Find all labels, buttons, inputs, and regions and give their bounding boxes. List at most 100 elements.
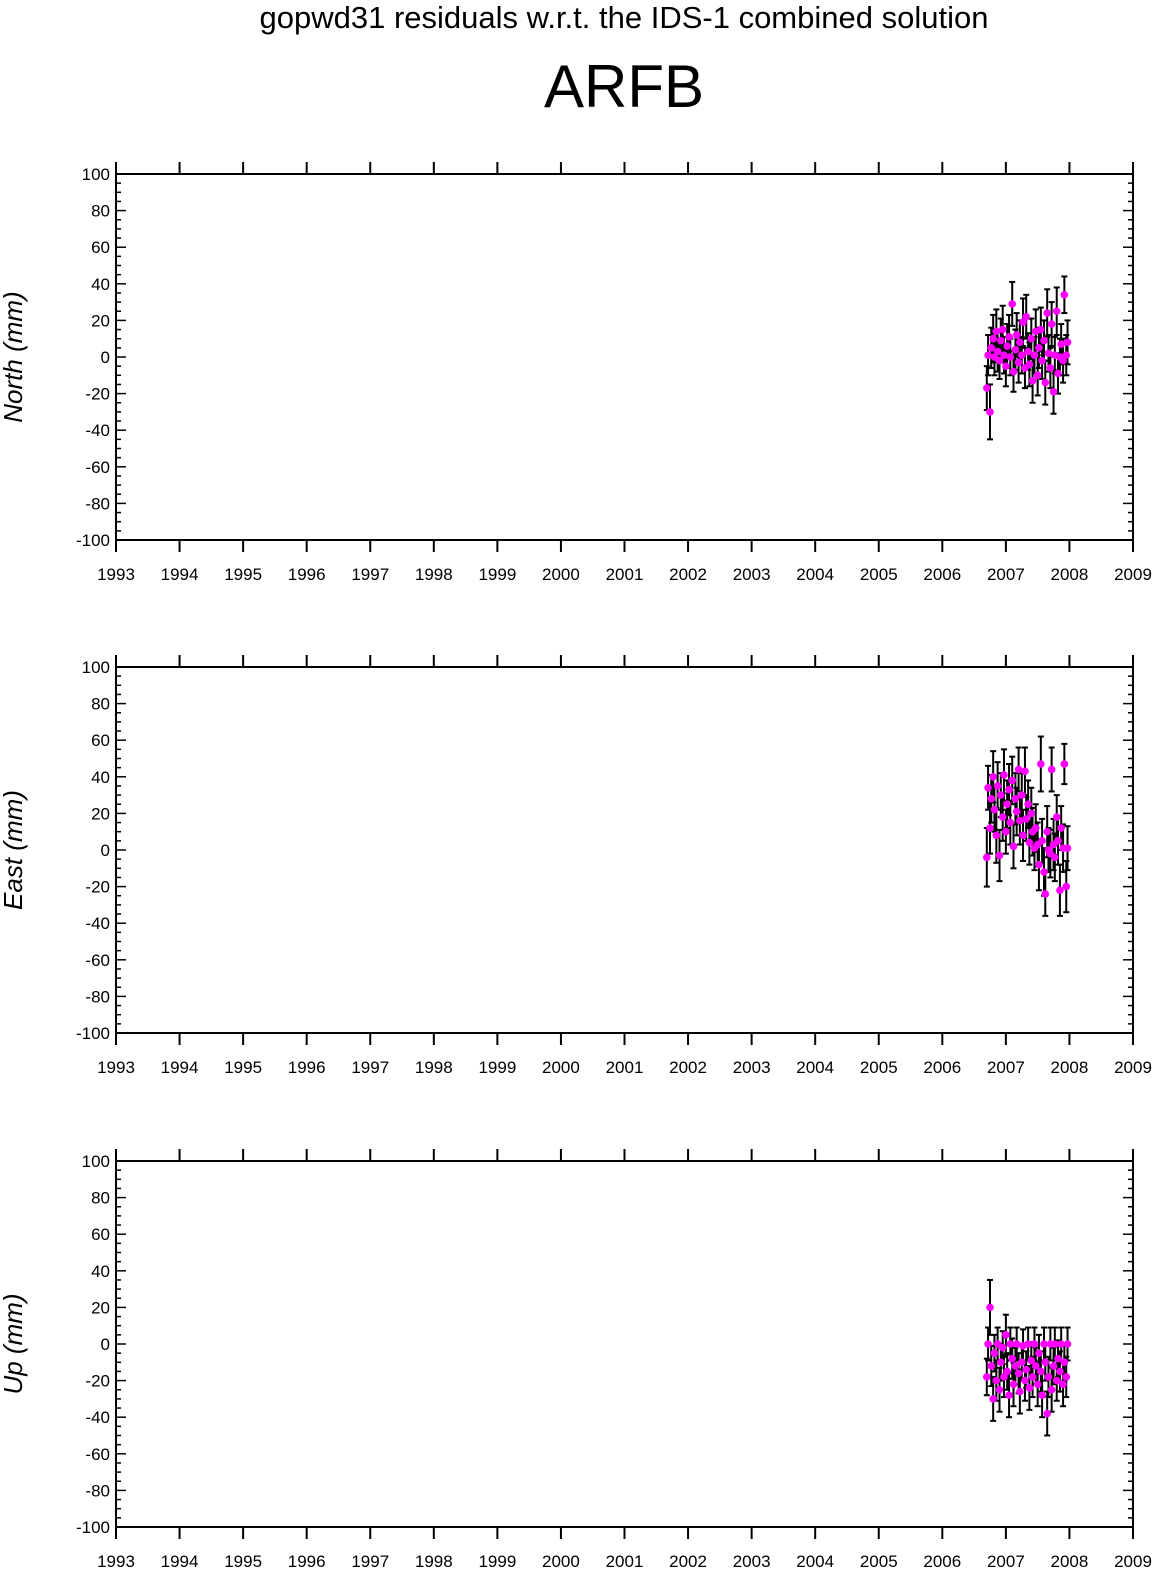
up-y-tick-label: -100 [76, 1518, 110, 1537]
east-data-point [1056, 886, 1064, 895]
up-x-tick-label: 2003 [733, 1552, 771, 1571]
north-data-point [1014, 358, 1023, 367]
up-data-point [1054, 1354, 1062, 1363]
up-data-point [1025, 1384, 1034, 1392]
north-data-point [1025, 360, 1034, 369]
up-data-point [1057, 1340, 1065, 1348]
east-y-tick-label: 20 [91, 804, 110, 823]
up-x-tick-label: 1994 [161, 1552, 199, 1571]
east-data-point [1022, 815, 1031, 823]
up-x-tick-label: 1998 [415, 1552, 453, 1571]
east-x-tick-label: 2008 [1051, 1058, 1089, 1077]
up-data-point [1009, 1380, 1018, 1389]
up-data-point [1033, 1380, 1042, 1389]
up-data-point [1060, 1358, 1069, 1367]
north-data-point [1040, 336, 1048, 345]
up-data-point [1002, 1331, 1010, 1339]
up-data-point [1000, 1373, 1008, 1381]
up-data-point [1052, 1376, 1061, 1385]
north-y-tick-label: -60 [85, 458, 110, 477]
east-data-point [1052, 813, 1061, 821]
up-data-point [984, 1340, 992, 1348]
up-y-tick-label: -80 [85, 1481, 110, 1500]
north-y-tick-label: 20 [91, 311, 110, 330]
north-data-point [984, 351, 992, 359]
east-data-point [1035, 860, 1043, 869]
east-data-point [1006, 818, 1015, 827]
up-data-point [1041, 1358, 1050, 1367]
east-data-point [1040, 868, 1048, 876]
up-x-tick-label: 2001 [606, 1552, 644, 1571]
up-data-point [1037, 1367, 1045, 1376]
north-x-tick-label: 2007 [987, 565, 1025, 584]
east-y-tick-label: 100 [82, 658, 110, 677]
north-data-point [1054, 369, 1062, 378]
east-data-point [1025, 838, 1034, 847]
north-plot-frame [115, 173, 1134, 541]
north-data-point [996, 336, 1005, 345]
east-data-point [1047, 765, 1056, 774]
north-x-tick-label: 2000 [542, 565, 580, 584]
north-data-point [998, 325, 1007, 334]
up-data-point [986, 1303, 994, 1312]
north-data-point [993, 347, 1002, 356]
north-data-point [989, 334, 997, 343]
east-data-point [1016, 816, 1024, 825]
north-data-point [1062, 351, 1071, 359]
up-data-point [1031, 1362, 1040, 1370]
up-data-point [1012, 1340, 1021, 1348]
north-y-tick-label: -40 [85, 421, 110, 440]
east-y-tick-label: -40 [85, 914, 110, 933]
up-data-point [1040, 1340, 1048, 1348]
east-x-tick-label: 1998 [415, 1058, 453, 1077]
up-data-point [1030, 1340, 1039, 1348]
north-data-point [1022, 312, 1031, 321]
east-x-tick-label: 2002 [669, 1058, 707, 1077]
north-data-point [1006, 353, 1015, 361]
up-x-tick-label: 1995 [224, 1552, 262, 1571]
east-data-point [1019, 831, 1027, 840]
east-x-tick-label: 2006 [923, 1058, 961, 1077]
north-y-tick-label: 0 [101, 348, 110, 367]
north-data-point [1030, 351, 1039, 359]
north-x-tick-label: 2009 [1114, 565, 1152, 584]
up-data-point [1044, 1373, 1053, 1381]
up-y-tick-label: 60 [91, 1225, 110, 1244]
north-x-tick-label: 1994 [161, 565, 199, 584]
east-y-tick-label: -80 [85, 987, 110, 1006]
up-data-point [1021, 1376, 1029, 1385]
north-data-point [1016, 338, 1024, 347]
east-x-tick-label: 1995 [224, 1058, 262, 1077]
east-data-point [1008, 776, 1017, 785]
north-data-point [1057, 340, 1065, 348]
east-data-point [983, 853, 991, 862]
north-y-tick-label: -20 [85, 385, 110, 404]
up-data-point [990, 1349, 999, 1357]
east-y-axis-label: East (mm) [0, 790, 28, 910]
north-panel: 100 80 60 40 20 0 -20 -40 -60 -80 -100 1993 1994 1995… [0, 162, 1152, 584]
east-data-point [996, 791, 1005, 799]
east-series [983, 735, 1072, 917]
east-x-tick-label: 2005 [860, 1058, 898, 1077]
up-data-point [1005, 1391, 1013, 1400]
up-x-tick-label: 1993 [97, 1552, 135, 1571]
east-y-tick-label: 60 [91, 731, 110, 750]
up-data-point [1024, 1340, 1032, 1348]
east-x-tick-label: 2001 [606, 1058, 644, 1077]
north-data-point [1052, 307, 1061, 316]
east-x-tick-label: 1994 [161, 1058, 199, 1077]
east-data-point [1031, 824, 1040, 832]
north-y-tick-label: 40 [91, 275, 110, 294]
east-data-point [1024, 800, 1032, 809]
north-x-tick-label: 2005 [860, 565, 898, 584]
up-data-point [1062, 1373, 1071, 1381]
up-data-point [1022, 1365, 1031, 1374]
east-x-tick-label: 2003 [733, 1058, 771, 1077]
north-series [983, 275, 1072, 441]
up-data-point [1047, 1385, 1056, 1394]
east-x-tick-label: 2009 [1114, 1058, 1152, 1077]
up-data-point [983, 1373, 991, 1381]
east-x-tick-label: 2007 [987, 1058, 1025, 1077]
east-data-point [1027, 809, 1036, 818]
